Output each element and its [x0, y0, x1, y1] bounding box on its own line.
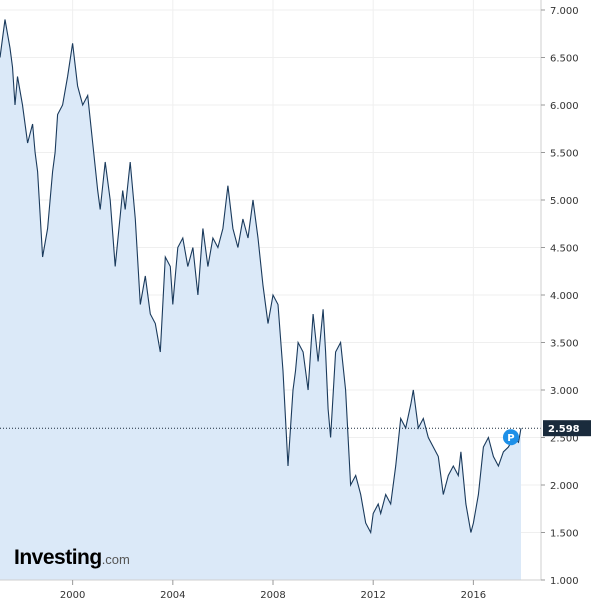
price-line	[0, 19, 522, 535]
price-area-fill	[0, 19, 521, 580]
investing-logo: Investing.com	[14, 546, 130, 570]
p-marker[interactable]: P	[502, 429, 519, 446]
y-tick-label: 1.500	[550, 529, 579, 540]
y-tick-label: 3.500	[550, 339, 579, 350]
x-tick-label: 2016	[461, 590, 486, 601]
p-marker-label[interactable]: P	[507, 433, 514, 444]
y-tick-label: 4.500	[550, 244, 579, 255]
y-tick-label: 5.500	[550, 149, 579, 160]
y-tick-label: 6.000	[550, 101, 579, 112]
x-tick-label: 2008	[260, 590, 285, 601]
y-tick-label: 5.000	[550, 196, 579, 207]
y-tick-label: 2.000	[550, 481, 579, 492]
y-tick-label: 6.500	[550, 54, 579, 65]
logo-suffix: .com	[101, 552, 130, 567]
last-value-label: 2.598	[548, 424, 580, 435]
x-tick-label: 2012	[360, 590, 385, 601]
logo-brand: Investing	[14, 546, 102, 569]
y-tick-label: 1.000	[550, 576, 579, 587]
y-axis-ticks: 1.000 1.500 2.000 2.500 3.000 3.500 4.000 4.500…	[541, 6, 579, 587]
x-axis-ticks: 2000 2004 2008 2012 2016	[60, 580, 486, 601]
y-tick-label: 7.000	[550, 6, 579, 17]
y-tick-label: 2.500	[550, 434, 579, 445]
last-value-badge: 2.598	[543, 420, 591, 437]
x-tick-label: 2000	[60, 590, 85, 601]
last-value-badge-bg	[543, 420, 591, 437]
x-tick-label: 2004	[160, 590, 185, 601]
y-tick-label: 3.000	[550, 386, 579, 397]
y-tick-label: 4.000	[550, 291, 579, 302]
p-marker-circle[interactable]	[502, 429, 519, 446]
